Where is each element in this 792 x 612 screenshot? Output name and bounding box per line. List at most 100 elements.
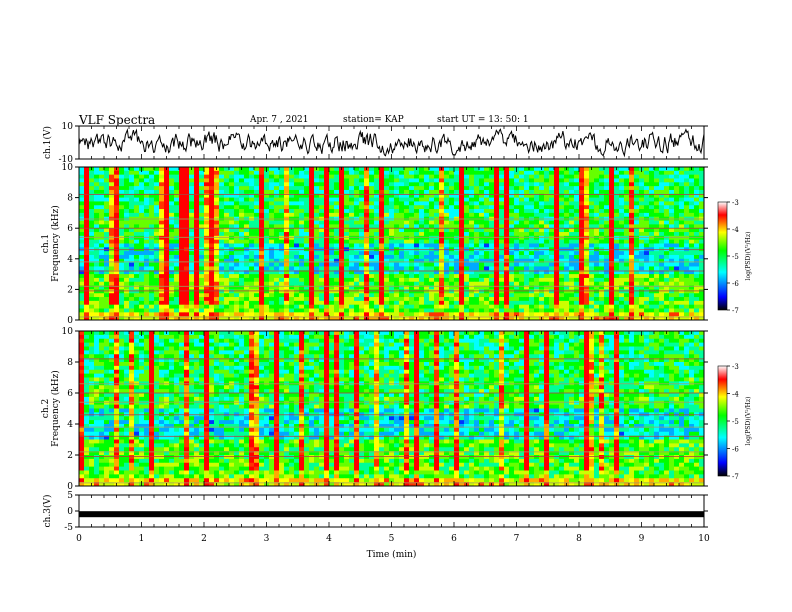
spectrogram-cell — [664, 209, 670, 214]
spectrogram-cell — [409, 274, 415, 279]
spectrogram-cell — [434, 239, 440, 244]
spectrogram-cell — [424, 270, 430, 275]
spectrogram-cell — [174, 209, 180, 214]
spectrogram-cell — [444, 254, 450, 260]
spectrogram-cell — [134, 235, 140, 241]
spectrogram-cell — [194, 262, 200, 267]
spectrogram-cell — [439, 254, 445, 260]
spectrogram-cell — [184, 212, 190, 218]
spectrogram-cell — [224, 228, 230, 233]
spectrogram-cell — [479, 281, 485, 286]
spectrogram-cell — [189, 274, 195, 279]
spectrogram-cell — [534, 220, 540, 225]
spectrogram-cell — [209, 277, 215, 283]
spectrogram-cell — [144, 266, 150, 271]
spectrogram-cell — [324, 186, 330, 191]
spectrogram-cell — [699, 228, 705, 233]
spectrogram-cell — [274, 186, 280, 191]
spectrogram-cell — [564, 235, 570, 241]
spectrogram-cell — [214, 293, 220, 298]
spectrogram-cell — [559, 251, 565, 256]
spectrogram-cell — [249, 274, 255, 279]
spectrogram-cell — [514, 189, 520, 195]
spectrogram-cell — [659, 189, 665, 195]
spectrogram-cell — [189, 239, 195, 244]
spectrogram-cell — [504, 289, 510, 294]
spectrogram-cell — [674, 212, 680, 218]
spectrogram-cell — [519, 224, 525, 229]
spectrogram-cell — [219, 312, 225, 317]
spectrogram-cell — [364, 209, 370, 214]
spectrogram-cell — [549, 277, 555, 283]
spectrogram-cell — [134, 220, 140, 225]
spectrogram-cell — [429, 197, 435, 202]
spectrogram-cell — [539, 220, 545, 225]
spectrogram-cell — [184, 285, 190, 290]
spectrogram-cell — [469, 189, 475, 195]
spectrogram-cell — [519, 304, 525, 309]
spectrogram-cell — [399, 182, 405, 187]
spectrogram-cell — [274, 300, 280, 306]
spectrogram-cell — [574, 201, 580, 206]
spectrogram-cell — [389, 186, 395, 191]
spectrogram-cell — [534, 232, 540, 237]
spectrogram-cell — [529, 186, 535, 191]
spectrogram-cell — [419, 281, 425, 286]
spectrogram-cell — [239, 201, 245, 206]
spectrogram-cell — [454, 274, 460, 279]
spectrogram-cell — [284, 178, 290, 183]
spectrogram-cell — [584, 201, 590, 206]
spectrogram-cell — [669, 270, 675, 275]
spectrogram-cell — [534, 201, 540, 206]
spectrogram-cell — [99, 251, 105, 256]
spectrogram-cell — [519, 308, 525, 313]
spectrogram-cell — [699, 293, 705, 298]
spectrogram-cell — [314, 297, 320, 302]
spectrogram-cell — [364, 170, 370, 176]
spectrogram-cell — [634, 186, 640, 191]
spectrogram-cell — [584, 300, 590, 306]
spectrogram-cell — [179, 308, 185, 313]
spectrogram-cell — [209, 228, 215, 233]
spectrogram-cell — [299, 277, 305, 283]
spectrogram-cell — [154, 205, 160, 210]
spectrogram-cell — [584, 232, 590, 237]
spectrogram-cell — [94, 258, 100, 264]
spectrogram-cell — [104, 182, 110, 187]
spectrogram-cell — [149, 209, 155, 214]
spectrogram-cell — [319, 251, 325, 256]
spectrogram-cell — [604, 258, 610, 264]
spectrogram-cell — [599, 262, 605, 267]
spectrogram-cell — [319, 312, 325, 317]
spectrogram-cell — [354, 224, 360, 229]
spectrogram-cell — [414, 277, 420, 283]
spectrogram-cell — [259, 297, 265, 302]
spectrogram-cell — [94, 262, 100, 267]
spectrogram-cell — [689, 243, 695, 248]
spectrogram-cell — [199, 262, 205, 267]
spectrogram-cell — [554, 266, 560, 271]
spectrogram-cell — [479, 212, 485, 218]
spectrogram-cell — [239, 189, 245, 195]
spectrogram-cell — [219, 289, 225, 294]
spectrogram-cell — [464, 270, 470, 275]
spectrogram-cell — [169, 167, 175, 172]
spectrogram-cell — [529, 289, 535, 294]
spectrogram-cell — [624, 289, 630, 294]
spectrogram-cell — [179, 243, 185, 248]
spectrogram-cell — [349, 270, 355, 275]
spectrogram-cell — [84, 289, 90, 294]
spectrogram-cell — [579, 193, 585, 199]
spectrogram-cell — [599, 209, 605, 214]
spectrogram-cell — [574, 251, 580, 256]
spectrogram-cell — [474, 262, 480, 267]
spectrogram-cell — [434, 170, 440, 176]
spectrogram-cell — [529, 304, 535, 309]
spectrogram-cell — [669, 308, 675, 313]
spectrogram-cell — [299, 312, 305, 317]
spectrogram-cell — [504, 277, 510, 283]
spectrogram-cell — [469, 312, 475, 317]
spectrogram-cell — [489, 308, 495, 313]
spectrogram-cell — [99, 189, 105, 195]
spectrogram-cell — [289, 239, 295, 244]
